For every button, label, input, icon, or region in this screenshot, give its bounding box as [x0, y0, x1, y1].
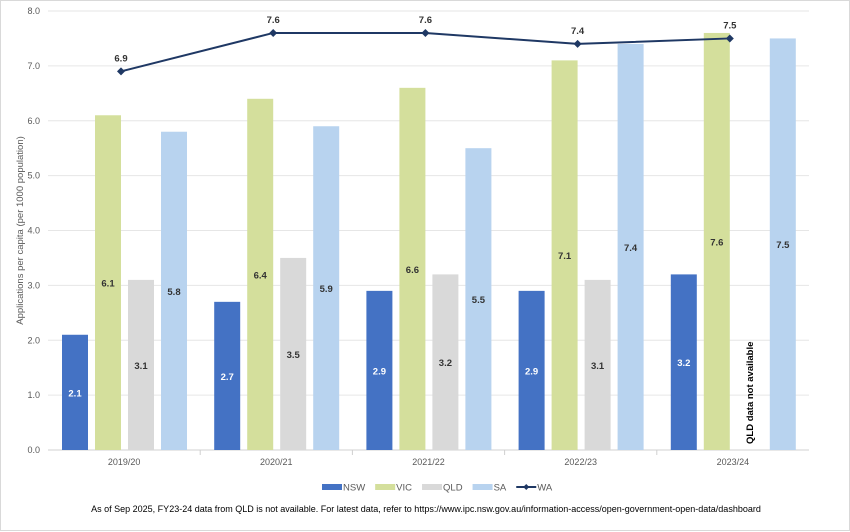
data-label-qld: 3.5	[287, 350, 301, 361]
bar-sa	[161, 131, 187, 450]
y-tick-label: 6.0	[27, 116, 40, 126]
x-tick-label: 2019/20	[108, 457, 141, 467]
x-tick-label: 2020/21	[260, 457, 293, 467]
bar-sa	[313, 126, 340, 451]
data-label-vic: 7.6	[710, 237, 723, 248]
data-label-nsw: 2.9	[525, 366, 538, 377]
data-label-wa: 7.4	[571, 26, 585, 37]
data-label-qld: 3.1	[134, 361, 148, 372]
data-label-sa: 7.4	[624, 243, 638, 254]
legend-label-sa: SA	[494, 483, 507, 494]
x-tick-label: 2021/22	[412, 457, 445, 467]
bar-sa	[617, 43, 644, 451]
marker-wa	[269, 28, 278, 37]
bar-nsw	[366, 290, 393, 450]
data-label-sa: 5.9	[320, 284, 333, 295]
bar-vic	[703, 32, 730, 450]
x-tick-label: 2022/23	[564, 457, 597, 467]
bar-vic	[551, 60, 578, 450]
y-tick-label: 8.0	[27, 6, 40, 16]
y-tick-label: 5.0	[27, 171, 40, 181]
data-label-sa: 5.5	[472, 295, 486, 306]
bar-nsw	[62, 334, 88, 450]
data-label-vic: 6.6	[406, 265, 419, 276]
data-label-nsw: 3.2	[677, 358, 690, 369]
marker-wa	[725, 34, 734, 43]
data-label-wa: 7.6	[419, 15, 432, 26]
bar-qld	[584, 279, 611, 450]
data-label-vic: 6.4	[254, 270, 268, 281]
y-tick-label: 2.0	[27, 335, 40, 345]
bar-vic	[95, 115, 121, 450]
y-tick-label: 4.0	[27, 226, 40, 236]
data-label-wa: 7.5	[723, 20, 737, 31]
marker-wa	[573, 39, 582, 48]
legend-label-wa: WA	[537, 483, 553, 494]
data-label-vic: 7.1	[558, 251, 572, 262]
bar-nsw	[518, 290, 545, 450]
legend-label-vic: VIC	[396, 483, 412, 494]
data-label-sa: 5.8	[167, 287, 180, 298]
y-tick-label: 0.0	[27, 445, 40, 455]
no-data-annotation: QLD data not available	[745, 342, 756, 444]
bar-qld	[128, 279, 154, 450]
data-label-qld: 3.2	[439, 358, 452, 369]
data-label-sa: 7.5	[776, 240, 790, 251]
data-label-qld: 3.1	[591, 361, 605, 372]
y-axis-title: Applications per capita (per 1000 popula…	[15, 136, 26, 325]
bar-vic	[247, 98, 274, 451]
legend-swatch-nsw	[322, 484, 342, 490]
footnote: As of Sep 2025, FY23-24 data from QLD is…	[91, 504, 761, 514]
legend-label-qld: QLD	[443, 483, 463, 494]
bar-qld	[280, 257, 307, 450]
marker-wa	[117, 67, 125, 76]
y-tick-label: 3.0	[27, 280, 40, 290]
data-label-wa: 6.9	[114, 53, 127, 64]
data-label-nsw: 2.7	[221, 372, 234, 383]
x-tick-label: 2023/24	[717, 457, 750, 467]
bar-nsw	[214, 301, 241, 450]
bar-qld	[432, 274, 459, 450]
marker-wa	[421, 28, 430, 37]
data-label-vic: 6.1	[101, 279, 115, 290]
y-tick-label: 1.0	[27, 390, 40, 400]
legend-label-nsw: NSW	[343, 483, 365, 494]
bar-sa	[769, 38, 796, 450]
data-label-wa: 7.6	[267, 15, 280, 26]
legend-swatch-sa	[472, 484, 493, 490]
bar-sa	[465, 148, 492, 450]
legend-swatch-qld	[422, 484, 443, 490]
data-label-nsw: 2.1	[68, 388, 82, 399]
y-tick-label: 7.0	[27, 61, 40, 71]
legend-swatch-vic	[375, 484, 396, 490]
legend-marker-wa	[523, 484, 530, 490]
bar-nsw	[670, 274, 697, 450]
bar-vic	[399, 87, 426, 450]
data-label-nsw: 2.9	[373, 366, 386, 377]
